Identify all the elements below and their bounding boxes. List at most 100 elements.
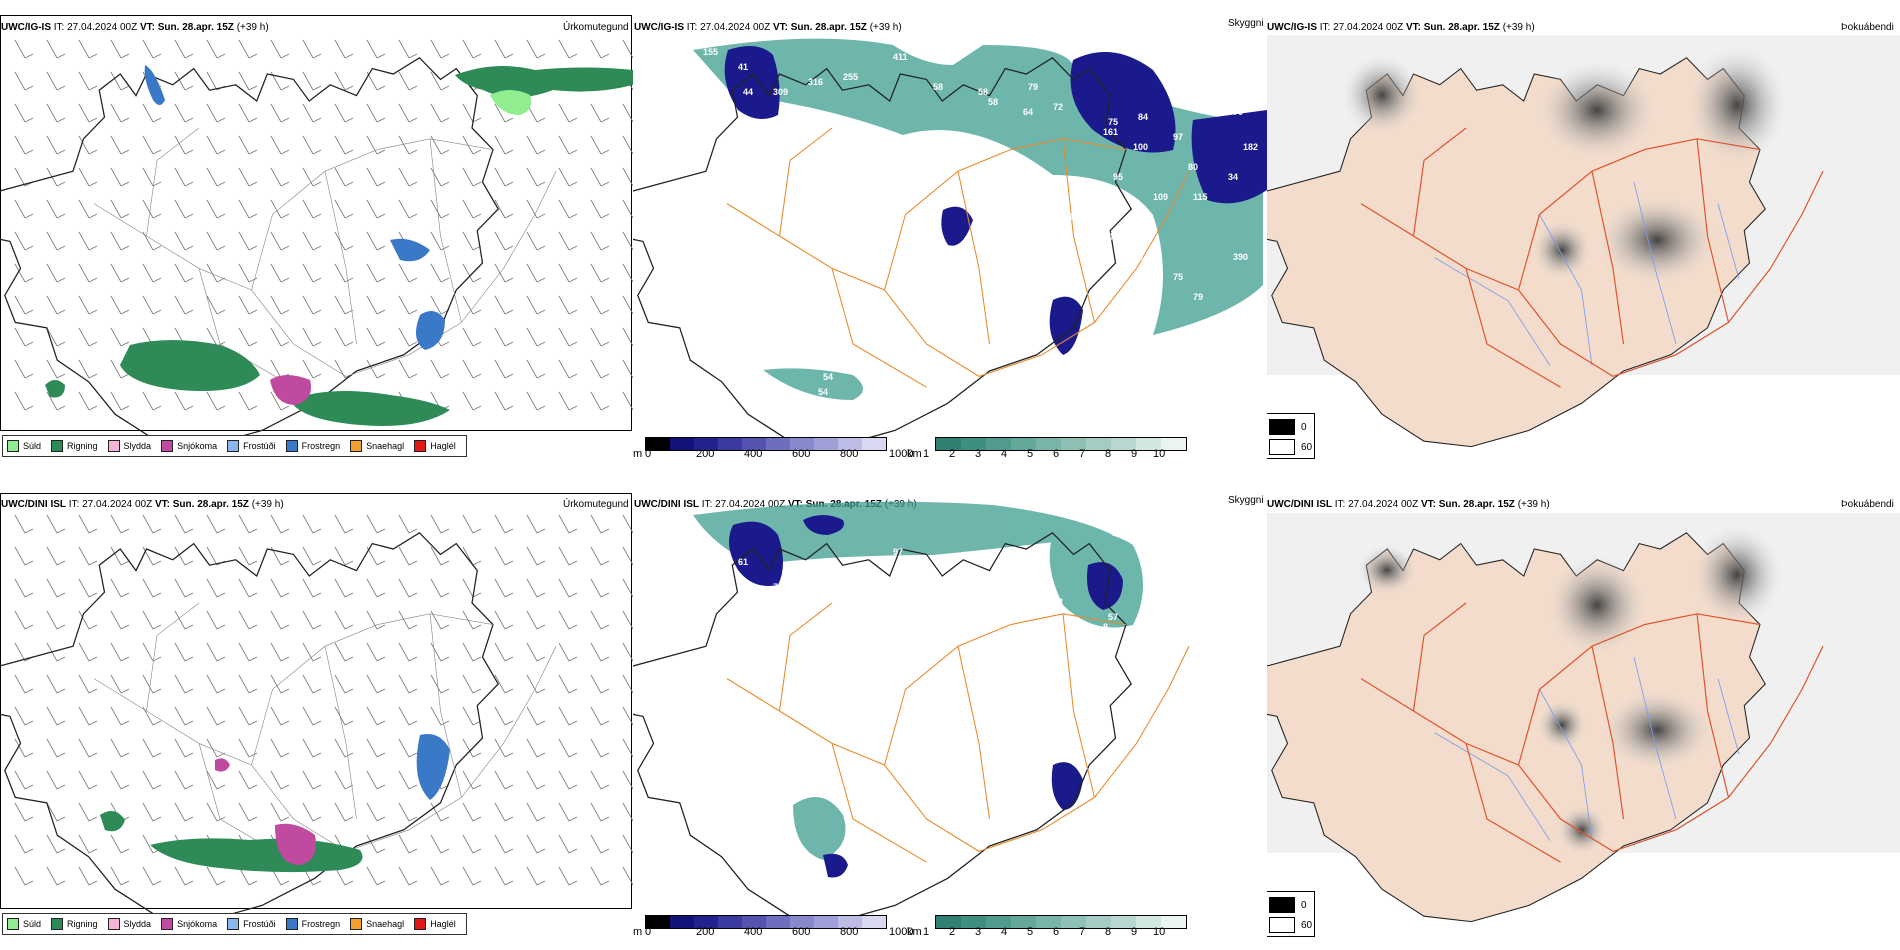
ceiling-label: 161 [1103,127,1118,137]
wind-barb [302,610,322,630]
wind-barb [494,866,514,886]
wind-barb [398,327,418,347]
ceiling-tick: 400 [744,448,763,460]
legend-label: Slydda [123,441,152,451]
wind-barb [462,514,482,534]
wind-barb [494,39,514,59]
visibility-unit: km [907,448,922,460]
wind-barb [494,359,514,379]
wind-barb [366,135,386,155]
wind-barb [398,578,418,598]
panel-title-fog: Þokuábendi [1841,22,1894,33]
ceiling-label: 116 [978,582,993,592]
legend-label: Súld [23,919,42,929]
ceiling-label: 80 [1188,162,1198,172]
ceiling-label: 102 [1083,192,1098,202]
wind-barb [462,39,482,59]
wind-barb [110,167,130,187]
wind-barb [558,514,578,534]
wind-barb [110,706,130,726]
ceiling-label: 75 [1108,117,1118,127]
visibility-unit: km [907,926,922,938]
wind-barb [558,39,578,59]
wind-barb [494,263,514,283]
wind-barb [334,674,354,694]
fog-map [1267,35,1900,448]
wind-barb [398,610,418,630]
wind-barb [206,866,226,886]
wind-barb [206,167,226,187]
wind-barb [334,199,354,219]
ceiling-colorbar [645,915,887,929]
wind-barb [238,135,258,155]
wind-barb [174,866,194,886]
legend-swatch [51,440,64,452]
wind-barb [430,610,450,630]
panel-title-precip: Úrkomutegund [563,499,629,510]
wind-barb [302,71,322,91]
row1-fog-panel: UWC/IG-IS IT: 27.04.2024 00Z VT: Sun. 28… [1267,0,1900,475]
wind-barb [78,578,98,598]
ceiling-label: 255 [843,72,858,82]
wind-barb [206,642,226,662]
visibility-tick: 4 [1001,926,1008,938]
wind-barb [14,674,34,694]
wind-barb [590,546,610,566]
wind-barb [14,738,34,758]
ceiling-label: 46 [748,117,758,127]
wind-barb [334,103,354,123]
ceiling-tick: 1000 [889,926,914,938]
wind-barb [526,546,546,566]
legend-label: Snjókoma [177,919,218,929]
row2-header-right: UWC/DINI ISL IT: 27.04.2024 00Z VT: Sun.… [1267,499,1550,511]
wind-barb [366,71,386,91]
wind-barb [302,103,322,123]
wind-barb [462,263,482,283]
ceiling-label: 44 [743,87,753,97]
wind-barb [270,578,290,598]
wind-barb [14,514,34,534]
ceiling-label: 61 [738,557,748,567]
wind-barb [238,642,258,662]
wind-barb [494,834,514,854]
wind-barb [142,546,162,566]
fog-shading [1342,45,1787,285]
legend-label: Rigning [67,919,98,929]
legend-item: Frostregn [285,918,340,930]
wind-barb [206,610,226,630]
fog-legend-row: 60 [1269,439,1312,455]
wind-barb [302,514,322,534]
wind-barb [142,802,162,822]
model-name: UWC/DINI ISL [1267,499,1332,510]
wind-barb [398,199,418,219]
wind-barb [334,546,354,566]
wind-barb [526,738,546,758]
wind-barb [270,706,290,726]
wind-barb [14,199,34,219]
legend-swatch [350,918,363,930]
ceiling-label: 155 [703,47,718,57]
wind-barb [78,135,98,155]
wind-barb [174,103,194,123]
model-name: UWC/IG-IS [634,22,684,33]
wind-barb [302,802,322,822]
it-value: 27.04.2024 00Z [715,499,786,510]
wind-barb [558,642,578,662]
wind-barb [430,231,450,251]
wind-barb [398,135,418,155]
wind-barb [494,231,514,251]
wind-barb [622,770,633,790]
ceiling-label: 182 [1243,142,1258,152]
vt-label: VT: [139,22,155,33]
wind-barb [590,327,610,347]
wind-barb [366,327,386,347]
wind-barb [526,231,546,251]
it-value: 27.04.2024 00Z [67,22,138,33]
legend-swatch [107,440,120,452]
wind-barb [430,359,450,379]
row2-precip-panel: UWC/DINI ISL IT: 27.04.2024 00Z VT: Sun.… [0,475,633,950]
wind-barb [78,295,98,315]
legend-item: Frostúði [227,440,276,452]
legend-label: Súld [23,441,42,451]
